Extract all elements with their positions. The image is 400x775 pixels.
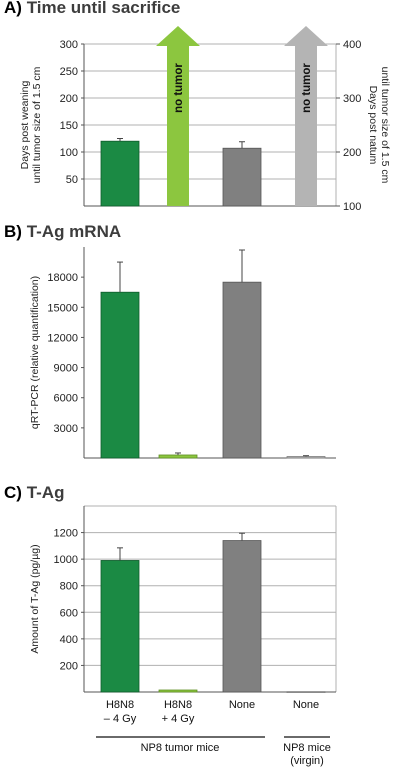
y-tick-label: 400 (60, 634, 78, 646)
x-category-label: – 4 Gy (104, 713, 137, 725)
bar (100, 140, 140, 207)
bar (286, 456, 326, 459)
y-axis-label: Days post weaning (19, 80, 31, 169)
y-tick-label: 1200 (54, 528, 78, 540)
bar (158, 689, 198, 693)
y-axis-label: Amount of T-Ag (pg/µg) (29, 544, 41, 653)
panel-c-title: C) T-Ag (4, 483, 65, 502)
y2-tick-label: 100 (343, 201, 361, 213)
x-category-label: + 4 Gy (162, 713, 195, 725)
y-tick-label: 50 (66, 174, 78, 186)
y2-tick-label: 200 (343, 147, 361, 159)
bar (100, 291, 140, 459)
y-tick-label: 18000 (47, 272, 78, 284)
y-tick-label: 800 (60, 581, 78, 593)
no-tumor-arrow (156, 26, 200, 206)
y-tick-label: 12000 (47, 332, 78, 344)
y-axis-label: qRT-PCR (relative quantification) (29, 276, 41, 429)
y-tick-label: 200 (60, 93, 78, 105)
y-axis-label: until tumor size of 1.5 cm (31, 66, 43, 183)
bar (222, 281, 262, 459)
bar (100, 560, 140, 693)
x-category-label: None (293, 699, 319, 711)
y-tick-label: 300 (60, 39, 78, 51)
y2-tick-label: 300 (343, 93, 361, 105)
panel-a-title: A) Time until sacrifice (4, 0, 181, 17)
y-tick-label: 600 (60, 607, 78, 619)
no-tumor-arrow (284, 26, 328, 206)
bar (158, 454, 198, 459)
y2-axis-label: Days post natum (367, 86, 379, 165)
y2-tick-label: 400 (343, 39, 361, 51)
bar (222, 540, 262, 693)
group-label-virgin: (virgin) (290, 755, 324, 767)
y-tick-label: 1000 (54, 554, 78, 566)
group-label-tumor: NP8 tumor mice (141, 742, 220, 754)
y-tick-label: 200 (60, 660, 78, 672)
y-tick-label: 100 (60, 147, 78, 159)
y2-axis-label: until tumor size of 1.5 cm (379, 67, 391, 184)
x-category-label: H8N8 (106, 699, 134, 711)
x-category-label: None (229, 699, 255, 711)
bar (222, 147, 262, 207)
no-tumor-label: no tumor (301, 63, 313, 113)
bar (286, 691, 326, 694)
y-tick-label: 6000 (54, 393, 78, 405)
x-category-label: H8N8 (164, 699, 192, 711)
y-tick-label: 150 (60, 120, 78, 132)
y-tick-label: 9000 (54, 363, 78, 375)
y-tick-label: 250 (60, 66, 78, 78)
no-tumor-label: no tumor (173, 63, 185, 113)
group-label-virgin: NP8 mice (283, 742, 331, 754)
y-tick-label: 15000 (47, 302, 78, 314)
y-tick-label: 3000 (54, 423, 78, 435)
panel-b-title: B) T-Ag mRNA (4, 222, 122, 241)
